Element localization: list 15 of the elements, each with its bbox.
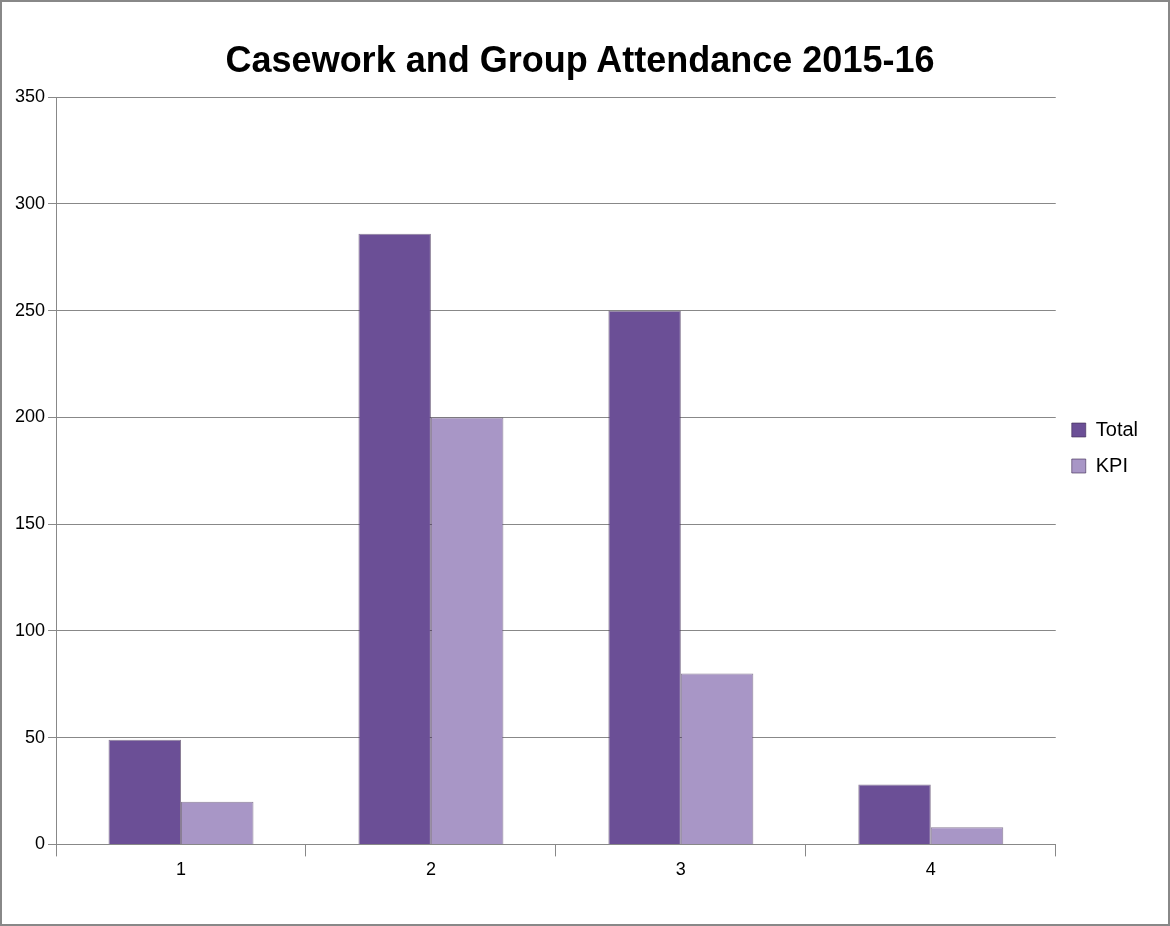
- y-tick-label: 100: [14, 619, 46, 640]
- y-tick-label: 300: [14, 192, 46, 213]
- legend-label: Total: [1095, 417, 1138, 440]
- y-tick-label: 0: [35, 833, 46, 854]
- y-tick-label: 250: [14, 299, 46, 320]
- y-tick-label: 200: [14, 406, 46, 427]
- chart-title: Casework and Group Attendance 2015-16: [225, 38, 935, 80]
- x-tick-label: 4: [925, 859, 936, 880]
- y-tick-label: 350: [14, 86, 46, 107]
- legend-label: KPI: [1095, 453, 1128, 476]
- y-tick-label: 50: [25, 726, 46, 747]
- x-tick-label: 3: [675, 859, 686, 880]
- x-tick-label: 1: [175, 859, 187, 880]
- y-tick-label: 150: [14, 513, 46, 534]
- x-tick-label: 2: [425, 859, 436, 880]
